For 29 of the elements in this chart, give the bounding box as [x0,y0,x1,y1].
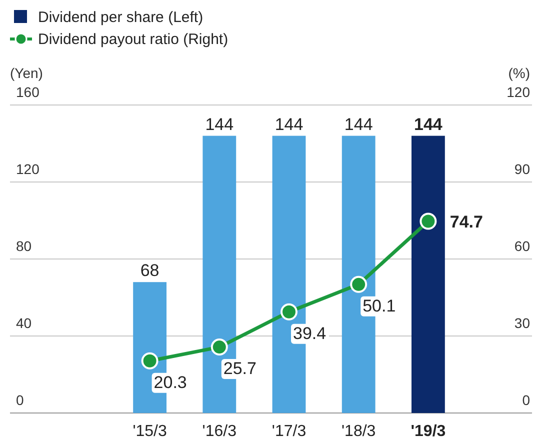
data-label: 144 [274,114,304,134]
x-tick-label: '15/3 [132,423,167,440]
data-label: 25.7 [223,359,256,378]
y-axis-title: (Yen) [10,65,43,81]
y-tick-label: 120 [16,161,40,177]
data-label: 68 [140,261,160,280]
x-tick-label: '19/3 [410,423,446,440]
data-label: 144 [344,114,373,134]
y2-tick-label: 60 [514,238,530,254]
y2-tick-label: 0 [522,392,530,408]
y-tick-label: 0 [16,392,24,408]
data-label: 20.3 [154,372,187,392]
legend-label: Dividend per share (Left) [38,9,204,26]
y-tick-label: 160 [16,84,40,100]
y2-tick-label: 30 [514,315,530,331]
y-tick-label: 40 [16,315,32,331]
y2-tick-label: 120 [506,84,530,100]
legend-label: Dividend payout ratio (Right) [38,31,228,48]
x-tick-label: '17/3 [272,423,306,440]
data-label: 39.4 [293,324,326,343]
data-label: 50.1 [362,296,396,316]
data-label: 144 [414,114,443,134]
x-tick-label: '16/3 [202,423,237,440]
x-tick-label: '18/3 [342,423,376,440]
y2-tick-label: 90 [514,161,530,177]
data-label: 144 [205,114,234,134]
y-tick-label: 80 [16,238,32,254]
data-label: 74.7 [450,212,483,232]
y2-axis-title: (%) [508,65,530,81]
